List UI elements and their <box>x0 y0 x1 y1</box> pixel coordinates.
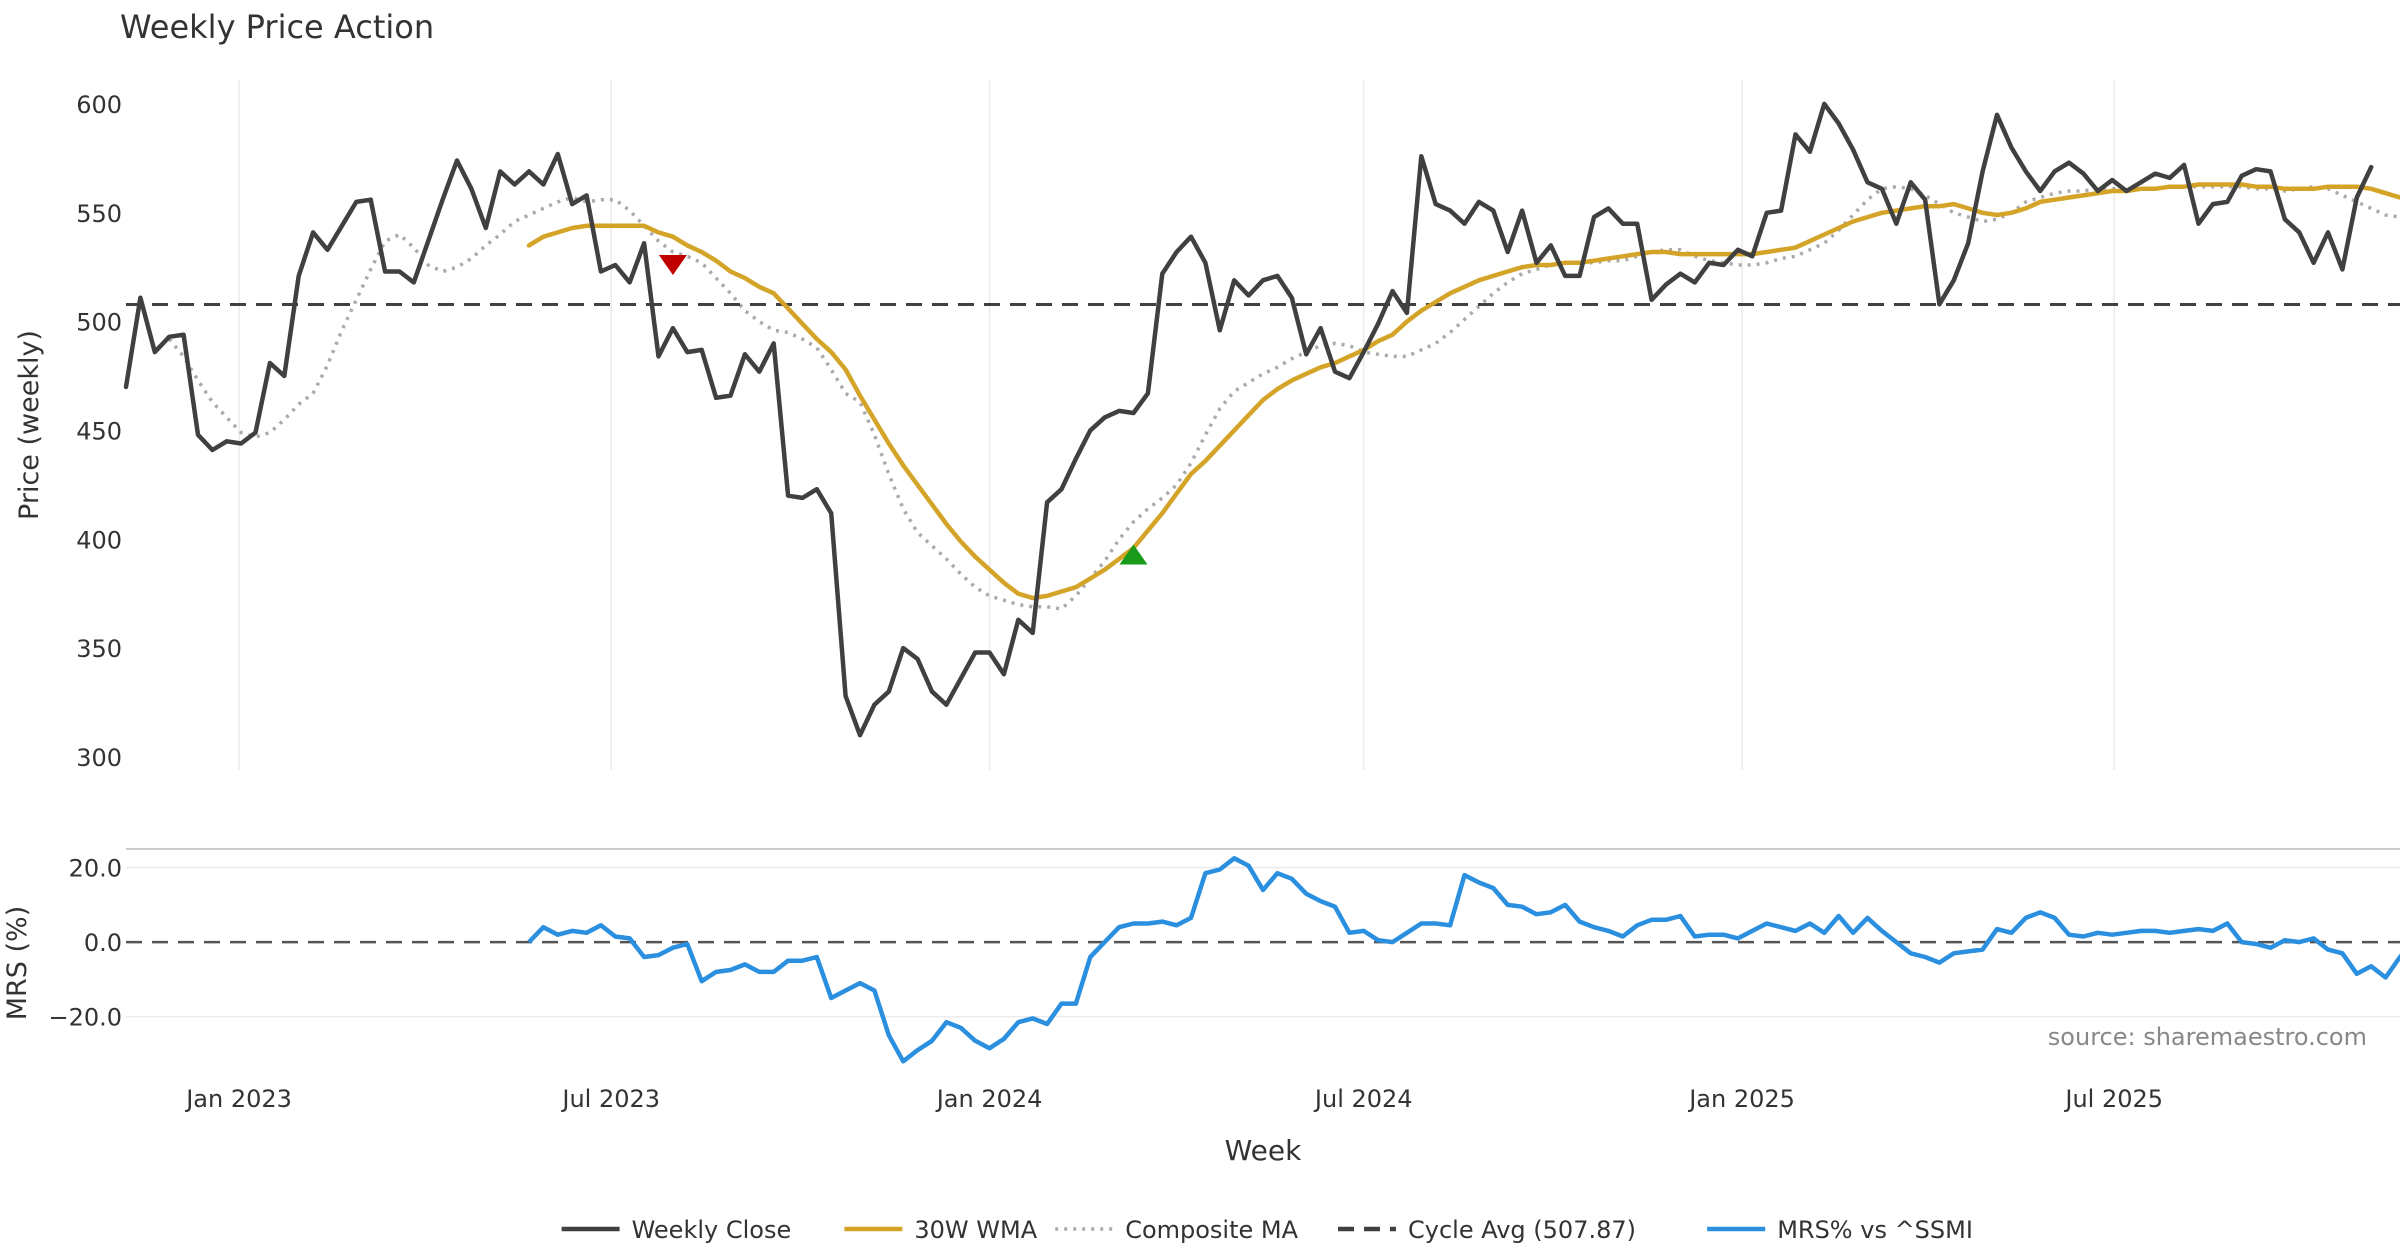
x-tick-label: Jul 2025 <box>2063 1085 2163 1113</box>
price-y-tick-label: 500 <box>76 309 122 337</box>
price-y-tick-label: 550 <box>76 200 122 228</box>
legend-label: Cycle Avg (507.87) <box>1408 1216 1636 1244</box>
legend-label: MRS% vs ^SSMI <box>1777 1216 1973 1244</box>
price-gridlines <box>238 80 2115 770</box>
x-axis: Jan 2023 Jul 2023 Jan 2024 Jul 2024 Jan 2025… <box>184 1085 2163 1113</box>
legend-label: Weekly Close <box>632 1216 792 1244</box>
legend-item-mrs-vs-ssmi: MRS% vs ^SSMI <box>1707 1216 1973 1244</box>
mrs-y-tick-label: 20.0 <box>69 855 122 883</box>
price-y-tick-label: 400 <box>76 526 122 554</box>
series-composite-ma <box>167 184 2400 611</box>
x-tick-label: Jan 2024 <box>935 1085 1043 1113</box>
price-series-group <box>123 101 2400 738</box>
price-y-tick-label: 450 <box>76 417 122 445</box>
series-weekly-close <box>123 101 2374 738</box>
legend-item-30w-wma: 30W WMA <box>844 1216 1038 1244</box>
mrs-series-group <box>126 856 2400 1064</box>
chart-title: Weekly Price Action <box>120 8 434 46</box>
source-note: source: sharemaestro.com <box>2048 1023 2367 1051</box>
series-30w-wma <box>526 182 2400 601</box>
buy-signal-marker <box>1119 544 1148 565</box>
mrs-y-tick-label: 0.0 <box>84 929 122 957</box>
legend-item-weekly-close: Weekly Close <box>561 1216 792 1244</box>
price-y-axis-label: Price (weekly) <box>14 330 45 520</box>
series-mrs <box>527 856 2400 1064</box>
x-tick-label: Jan 2025 <box>1687 1085 1795 1113</box>
sell-signal-marker <box>658 255 687 276</box>
price-y-tick-label: 600 <box>76 91 122 119</box>
price-y-axis: 300 350 400 450 500 550 600 <box>76 91 122 772</box>
legend: Weekly Close 30W WMA Composite MA Cycle Avg… <box>561 1216 1973 1244</box>
mrs-gridlines <box>126 866 2400 1018</box>
signal-markers <box>658 255 1148 565</box>
mrs-y-axis-label: MRS (%) <box>2 906 33 1021</box>
legend-label: Composite MA <box>1125 1216 1298 1244</box>
price-y-tick-label: 300 <box>76 744 122 772</box>
mrs-y-axis: 20.0 0.0 −20.0 <box>48 855 122 1032</box>
x-axis-label: Week <box>1225 1134 1302 1167</box>
x-tick-label: Jul 2023 <box>560 1085 660 1113</box>
price-y-tick-label: 350 <box>76 635 122 663</box>
x-tick-label: Jul 2024 <box>1313 1085 1413 1113</box>
legend-item-cycle-avg-507-87: Cycle Avg (507.87) <box>1338 1216 1636 1244</box>
legend-item-composite-ma: Composite MA <box>1055 1216 1299 1244</box>
legend-label: 30W WMA <box>914 1216 1037 1244</box>
mrs-y-tick-label: −20.0 <box>48 1004 122 1032</box>
x-tick-label: Jan 2023 <box>184 1085 292 1113</box>
